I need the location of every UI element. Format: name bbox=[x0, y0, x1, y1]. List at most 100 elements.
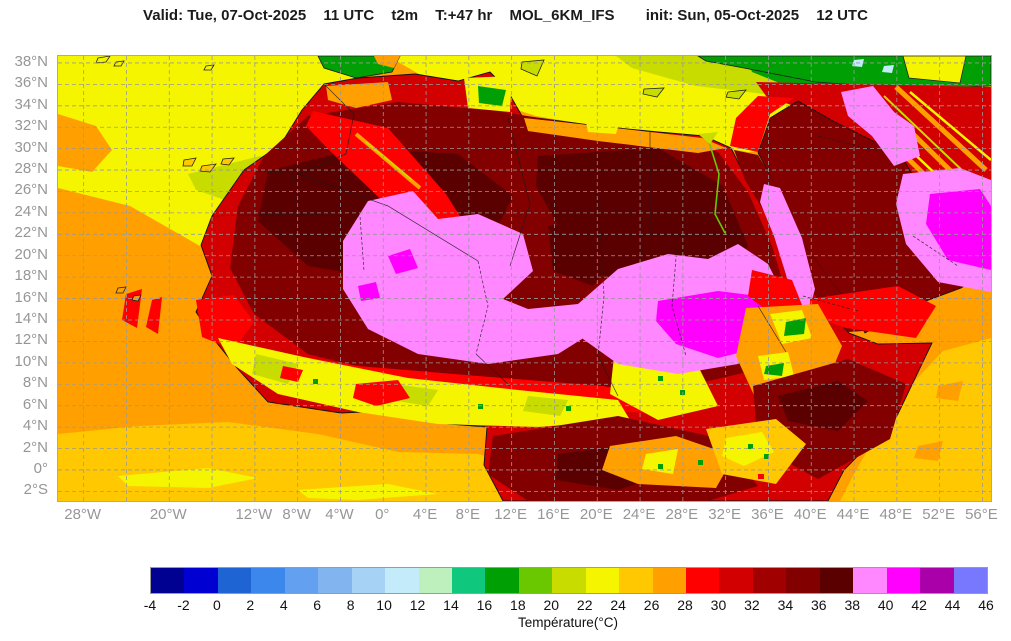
colorbar-tick-label: 10 bbox=[376, 597, 392, 613]
colorbar-tick-label: 18 bbox=[510, 597, 526, 613]
colorbar-tick-label: 36 bbox=[811, 597, 827, 613]
colorbar-tick-label: 32 bbox=[744, 597, 760, 613]
colorbar-tick-label: -4 bbox=[143, 597, 157, 613]
valid-datetime: Valid: Tue, 07-Oct-2025 bbox=[143, 7, 307, 24]
colorbar-tick-label: 6 bbox=[313, 597, 322, 613]
latitude-tick-label: 10°N bbox=[14, 352, 48, 370]
latitude-tick-label: 32°N bbox=[14, 117, 48, 135]
init-datetime: init: Sun, 05-Oct-2025 bbox=[645, 7, 800, 24]
colorbar-segment bbox=[585, 568, 620, 593]
colorbar-tick-label: 38 bbox=[844, 597, 861, 613]
map-canvas bbox=[57, 55, 992, 502]
colorbar-tick-label: 26 bbox=[643, 597, 660, 613]
longitude-tick-label: 32°E bbox=[708, 506, 741, 523]
colorbar-tick-label: 34 bbox=[777, 597, 794, 613]
colorbar-segment bbox=[786, 568, 820, 593]
latitude-tick-label: 2°S bbox=[23, 481, 48, 499]
latitude-tick-label: 8°N bbox=[22, 374, 48, 392]
longitude-tick-label: 16°E bbox=[537, 506, 570, 523]
colorbar-tick-label: 40 bbox=[877, 597, 894, 613]
longitude-tick-label: 20°E bbox=[579, 506, 613, 523]
colorbar-segment bbox=[652, 568, 686, 593]
colorbar-segment bbox=[418, 568, 452, 593]
colorbar-tick-label: 30 bbox=[710, 597, 727, 613]
colorbar-tick-label: 4 bbox=[279, 597, 288, 613]
latitude-tick-label: 14°N bbox=[14, 310, 48, 327]
colorbar-tick-label: 22 bbox=[576, 597, 593, 613]
latitude-tick-label: 36°N bbox=[14, 74, 48, 92]
colorbar-label: Température(°C) bbox=[518, 615, 618, 630]
valid-time: 11 UTC bbox=[323, 7, 375, 24]
longitude-axis: 28°W 20°W 12°W 8°W 4°W 0° 4°E 8°E 12°E 16°E 20°E 24… bbox=[57, 506, 998, 528]
latitude-tick-label: 2°N bbox=[22, 438, 48, 456]
borders-layer bbox=[211, 83, 959, 397]
longitude-tick-label: 40°E bbox=[793, 506, 827, 523]
colorbar-tick-label: 42 bbox=[911, 597, 927, 613]
latitude-tick-label: 28°N bbox=[14, 160, 48, 178]
latitude-tick-label: 34°N bbox=[14, 95, 48, 113]
longitude-tick-label: 8°E bbox=[455, 506, 481, 523]
colorbar-segment bbox=[184, 568, 218, 593]
variable-name: t2m bbox=[391, 7, 419, 24]
latitude-tick-label: 24°N bbox=[14, 202, 48, 220]
latitude-axis: 38°N 36°N 34°N 32°N 30°N 28°N 26°N 24°N 22°N 20°N… bbox=[0, 52, 53, 502]
latitude-tick-label: 22°N bbox=[14, 224, 48, 242]
colorbar-segment bbox=[451, 568, 486, 593]
latitude-tick-label: 18°N bbox=[14, 267, 48, 285]
colorbar-segment bbox=[886, 568, 921, 593]
longitude-tick-label: 48°E bbox=[879, 506, 913, 523]
colorbar-segment bbox=[251, 568, 285, 593]
longitude-tick-label: 24°E bbox=[622, 506, 656, 523]
colorbar-tick-label: 44 bbox=[944, 597, 961, 613]
colorbar-segment bbox=[385, 568, 419, 593]
latitude-tick-label: 4°N bbox=[22, 417, 48, 435]
islands-layer bbox=[95, 56, 747, 302]
colorbar-segment bbox=[953, 568, 987, 593]
colorbar-tick-label: 16 bbox=[476, 597, 493, 613]
colorbar-tick-label: 14 bbox=[443, 597, 459, 613]
colorbar bbox=[150, 567, 988, 594]
latitude-tick-label: 38°N bbox=[14, 52, 48, 70]
colorbar-segment bbox=[686, 568, 720, 593]
longitude-tick-label: 4°W bbox=[325, 506, 354, 523]
longitude-tick-label: 36°E bbox=[751, 506, 784, 523]
latitude-tick-label: 30°N bbox=[14, 138, 48, 156]
latitude-tick-label: 20°N bbox=[14, 245, 48, 263]
colorbar-segment bbox=[752, 568, 787, 593]
colorbar-segment bbox=[853, 568, 887, 593]
colorbar-segment bbox=[318, 568, 352, 593]
colorbar-tick-label: 28 bbox=[677, 597, 693, 613]
colorbar-tick-label: 8 bbox=[346, 597, 355, 613]
init-time: 12 UTC bbox=[816, 7, 868, 24]
latitude-tick-label: 16°N bbox=[14, 288, 48, 306]
colorbar-segment bbox=[151, 568, 185, 593]
colorbar-tick-label: 20 bbox=[543, 597, 560, 613]
colorbar-tick-label: 24 bbox=[610, 597, 626, 613]
model-name: MOL_6KM_IFS bbox=[509, 7, 615, 24]
colorbar-segment bbox=[351, 568, 386, 593]
colorbar-segment bbox=[920, 568, 954, 593]
colorbar-segment bbox=[485, 568, 519, 593]
colorbar-segment bbox=[719, 568, 753, 593]
colorbar-tick-label: 0 bbox=[212, 597, 221, 613]
temperature-map-svg bbox=[58, 56, 991, 501]
east-south-layer bbox=[488, 132, 936, 501]
colorbar-tick-label: 46 bbox=[978, 597, 994, 613]
latitude-tick-label: 12°N bbox=[14, 331, 48, 349]
colorbar-segment bbox=[518, 568, 553, 593]
figure-title: Valid: Tue, 07-Oct-2025 11 UTC t2m T:+47… bbox=[0, 7, 1011, 24]
colorbar-ticks: -4 -2 0 2 4 6 8 10 12 14 16 18 20 22 24 26 28 30 32 34 36 38 4… bbox=[144, 597, 994, 613]
longitude-tick-label: 28°E bbox=[665, 506, 699, 523]
latitude-tick-label: 6°N bbox=[22, 395, 48, 413]
graticule-grid-layer bbox=[58, 56, 991, 501]
longitude-tick-label: 8°W bbox=[282, 506, 311, 523]
colorbar-segment bbox=[819, 568, 854, 593]
colorbar-tick-label: -2 bbox=[177, 597, 190, 613]
lead-time: T:+47 hr bbox=[435, 7, 493, 24]
latitude-tick-label: 0° bbox=[33, 459, 48, 477]
longitude-tick-label: 12°W bbox=[235, 506, 273, 523]
colorbar-tick-label: 2 bbox=[246, 597, 255, 613]
longitude-tick-label: 56°E bbox=[965, 506, 998, 523]
colorbar-tick-label: 12 bbox=[409, 597, 426, 613]
longitude-tick-label: 28°W bbox=[64, 506, 102, 523]
